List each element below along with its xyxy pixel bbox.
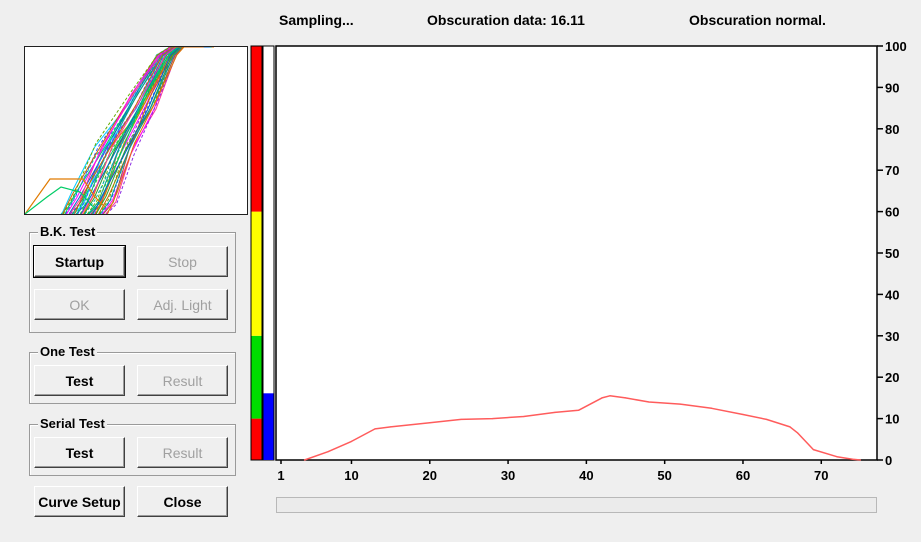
series-point	[327, 451, 329, 453]
level-band-1	[251, 335, 262, 419]
preview-curve	[80, 47, 206, 214]
series-point	[836, 456, 838, 458]
preview-curve	[81, 47, 206, 214]
obscuration-data: Obscuration data: 16.11	[427, 12, 585, 28]
y-tick-label: 90	[885, 80, 899, 95]
y-tick-label: 40	[885, 287, 899, 302]
preview-curve	[98, 47, 212, 214]
y-tick-label: 100	[885, 39, 907, 54]
y-tick-label: 70	[885, 163, 899, 178]
preview-curve	[25, 186, 96, 214]
one-test-group: One Test	[29, 344, 236, 404]
x-tick-label: 1	[277, 468, 284, 483]
series-point	[554, 411, 556, 413]
preview-curve	[84, 47, 207, 214]
x-tick-label: 40	[579, 468, 593, 483]
x-tick-label: 20	[423, 468, 437, 483]
one-test-test-button[interactable]: Test	[34, 365, 125, 396]
bk-test-title: B.K. Test	[38, 224, 98, 240]
preview-curve	[94, 47, 211, 214]
series-point	[491, 418, 494, 420]
x-tick-label: 60	[736, 468, 750, 483]
x-tick-label: 10	[344, 468, 358, 483]
preview-curve	[99, 47, 212, 214]
level-band-3	[251, 46, 262, 212]
sampling-status: Sampling...	[279, 12, 354, 28]
level-band-2	[251, 211, 262, 336]
x-tick-label: 50	[657, 468, 671, 483]
adj-light-button[interactable]: Adj. Light	[137, 289, 228, 320]
series-point	[523, 415, 525, 418]
series-point	[765, 418, 768, 421]
series-point	[648, 401, 650, 403]
startup-button[interactable]: Startup	[33, 245, 126, 278]
plot-area	[275, 45, 878, 461]
y-tick-label: 80	[885, 122, 899, 137]
serial-test-test-button[interactable]: Test	[34, 437, 125, 468]
x-tick-label: 30	[501, 468, 515, 483]
preview-curve	[91, 47, 210, 214]
preview-curve	[105, 47, 214, 214]
series-point	[577, 409, 580, 411]
serial-test-result-button[interactable]: Result	[137, 437, 228, 468]
preview-curve	[92, 47, 210, 214]
curve-setup-button[interactable]: Curve Setup	[34, 486, 125, 517]
series-point	[797, 432, 799, 434]
series-point	[390, 426, 392, 428]
one-test-result-button[interactable]: Result	[137, 365, 228, 396]
preview-curve	[101, 47, 213, 214]
ok-button[interactable]: OK	[34, 289, 125, 320]
chart-scrollbar[interactable]	[276, 497, 877, 513]
obscuration-message: Obscuration normal.	[689, 12, 826, 28]
preview-curve	[66, 47, 202, 214]
series-point	[789, 426, 791, 428]
series-point	[711, 407, 713, 409]
y-tick-label: 30	[885, 329, 899, 344]
level-band-0	[251, 418, 262, 460]
preview-curve	[88, 47, 209, 214]
series-point	[429, 422, 431, 424]
series-point	[624, 397, 627, 399]
bk-test-group: B.K. Test	[29, 224, 236, 333]
obscuration-bar-fill	[263, 393, 274, 460]
series-point	[679, 403, 681, 405]
y-tick-label: 50	[885, 246, 899, 261]
preview-curve	[69, 47, 203, 214]
y-tick-label: 10	[885, 412, 899, 427]
series-point	[742, 413, 744, 416]
curve-preview	[24, 46, 248, 215]
preview-curve	[106, 47, 214, 214]
series-point	[812, 449, 815, 451]
series-point	[609, 395, 611, 397]
series-point	[460, 418, 462, 421]
preview-curve	[74, 47, 204, 214]
series-point	[851, 458, 854, 460]
one-test-title: One Test	[38, 344, 97, 360]
y-tick-label: 0	[885, 453, 892, 468]
serial-test-title: Serial Test	[38, 416, 107, 432]
level-bar-border	[250, 45, 263, 461]
serial-test-group: Serial Test	[29, 416, 236, 476]
curve-preview-plot	[25, 47, 214, 214]
close-button[interactable]: Close	[137, 486, 228, 517]
series-point	[859, 459, 862, 461]
preview-curve	[73, 47, 204, 214]
y-tick-label: 20	[885, 370, 899, 385]
series-point	[601, 397, 603, 399]
x-tick-label: 70	[814, 468, 828, 483]
preview-curve	[106, 47, 214, 214]
preview-curve	[62, 47, 201, 214]
series-point	[350, 440, 353, 442]
y-tick-label: 60	[885, 205, 899, 220]
preview-curve	[61, 47, 200, 214]
preview-curve	[25, 178, 106, 214]
stop-button[interactable]: Stop	[137, 246, 228, 277]
series-point	[374, 428, 376, 430]
series-point	[303, 459, 306, 461]
